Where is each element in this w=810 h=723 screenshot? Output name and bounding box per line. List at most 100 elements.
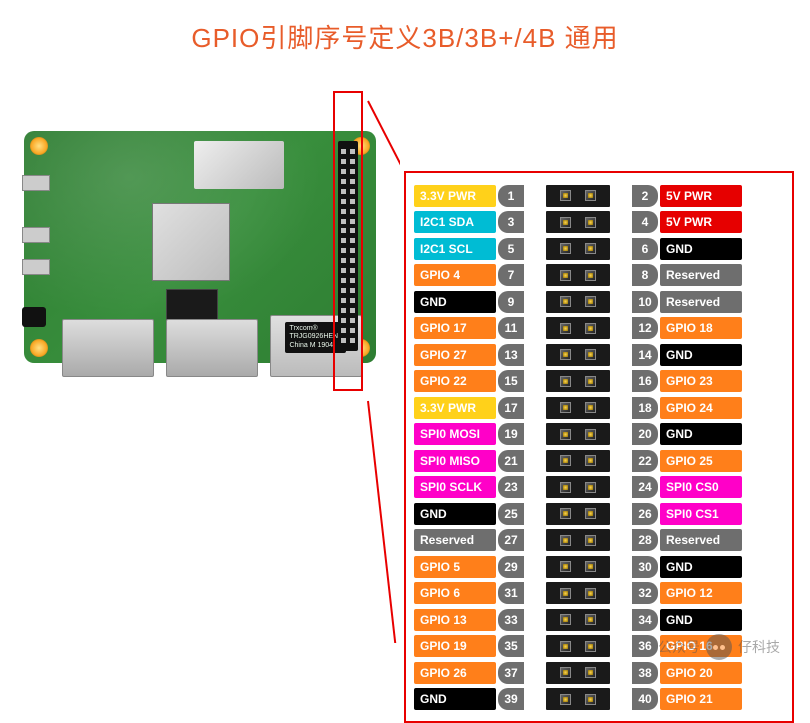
header-strip-pin-icon [341, 278, 346, 283]
pin-row: GPIO 133334GND [414, 607, 784, 632]
header-pin-icon [560, 217, 571, 228]
pin-number-left: 11 [498, 317, 524, 339]
pin-number-right: 4 [632, 211, 658, 233]
header-pin-icon [560, 376, 571, 387]
header-strip-pin-icon [341, 149, 346, 154]
header-strip-row [338, 238, 358, 243]
header-strip-pin-icon [341, 169, 346, 174]
pin-number-right: 26 [632, 503, 658, 525]
pin-row: GND2526SPI0 CS1 [414, 501, 784, 526]
cpu-chip-icon [152, 203, 230, 281]
pin-number-right: 34 [632, 609, 658, 631]
header-pin-pair [546, 450, 610, 472]
header-pin-icon [585, 694, 596, 705]
header-strip-pin-icon [341, 228, 346, 233]
raspberry-pi-board: Trxcom® TRJG0926HENL China M 1904 [24, 131, 376, 363]
header-pin-icon [585, 323, 596, 334]
header-pin-pair [546, 556, 610, 578]
pin-label-left: SPI0 SCLK [414, 476, 496, 498]
micro-hdmi-port-icon [22, 227, 50, 243]
header-strip-pin-icon [350, 199, 355, 204]
pin-label-left: GPIO 5 [414, 556, 496, 578]
header-strip-pin-icon [350, 169, 355, 174]
screw-hole-icon [30, 339, 48, 357]
pin-label-left: 3.3V PWR [414, 397, 496, 419]
header-strip-row [338, 298, 358, 303]
header-pin-pair [546, 344, 610, 366]
header-strip-pin-icon [350, 209, 355, 214]
header-pin-icon [560, 349, 571, 360]
pin-number-left: 1 [498, 185, 524, 207]
pin-label-right: GPIO 12 [660, 582, 742, 604]
usb-c-port-icon [22, 175, 50, 191]
pin-row: GPIO 478Reserved [414, 263, 784, 288]
header-pin-pair [546, 423, 610, 445]
pin-label-right: Reserved [660, 264, 742, 286]
pin-number-right: 20 [632, 423, 658, 445]
pin-label-right: SPI0 CS1 [660, 503, 742, 525]
pin-label-right: GND [660, 344, 742, 366]
header-pin-icon [560, 482, 571, 493]
pin-number-left: 37 [498, 662, 524, 684]
pin-number-right: 10 [632, 291, 658, 313]
gpio-header-strip [338, 141, 358, 351]
header-strip-pin-icon [341, 258, 346, 263]
pin-label-left: GPIO 17 [414, 317, 496, 339]
header-strip-pin-icon [341, 248, 346, 253]
pin-label-right: 5V PWR [660, 185, 742, 207]
trxcom-line: TRJG0926HENL [289, 333, 342, 341]
header-pin-icon [585, 455, 596, 466]
pin-number-left: 29 [498, 556, 524, 578]
pin-number-right: 38 [632, 662, 658, 684]
header-strip-pin-icon [350, 268, 355, 273]
header-pin-pair [546, 662, 610, 684]
header-strip-pin-icon [341, 298, 346, 303]
pin-number-left: 17 [498, 397, 524, 419]
header-pin-icon [585, 217, 596, 228]
header-pin-icon [585, 402, 596, 413]
header-strip-pin-icon [350, 149, 355, 154]
pin-label-left: 3.3V PWR [414, 185, 496, 207]
header-strip-row [338, 258, 358, 263]
header-pin-pair [546, 476, 610, 498]
header-strip-row [338, 338, 358, 343]
header-pin-icon [560, 614, 571, 625]
header-strip-row [338, 199, 358, 204]
pin-label-left: Reserved [414, 529, 496, 551]
pin-number-right: 24 [632, 476, 658, 498]
pin-number-left: 23 [498, 476, 524, 498]
pin-number-left: 7 [498, 264, 524, 286]
header-strip-row [338, 268, 358, 273]
header-strip-pin-icon [341, 268, 346, 273]
header-strip-pin-icon [350, 308, 355, 313]
header-strip-row [338, 209, 358, 214]
pin-number-left: 39 [498, 688, 524, 710]
pin-label-left: I2C1 SDA [414, 211, 496, 233]
pin-row: GPIO 263738GPIO 20 [414, 660, 784, 685]
header-pin-icon [585, 243, 596, 254]
header-strip-pin-icon [350, 298, 355, 303]
pin-row: SPI0 SCLK2324SPI0 CS0 [414, 475, 784, 500]
pin-row: GND3940GPIO 21 [414, 687, 784, 712]
header-strip-pin-icon [350, 258, 355, 263]
pin-row: SPI0 MISO2122GPIO 25 [414, 448, 784, 473]
header-strip-pin-icon [350, 228, 355, 233]
watermark-text: 仔科技 [738, 637, 780, 657]
header-pin-icon [585, 296, 596, 307]
header-pin-icon [585, 588, 596, 599]
pin-label-right: GPIO 24 [660, 397, 742, 419]
header-pin-icon [585, 482, 596, 493]
wechat-icon [706, 634, 732, 660]
header-pin-pair [546, 688, 610, 710]
header-pin-pair [546, 609, 610, 631]
pin-label-right: GPIO 18 [660, 317, 742, 339]
pin-number-left: 35 [498, 635, 524, 657]
audio-jack-icon [22, 307, 46, 327]
ethernet-chip-label: Trxcom® TRJG0926HENL China M 1904 [285, 322, 346, 353]
header-pin-icon [560, 402, 571, 413]
pin-label-right: GPIO 25 [660, 450, 742, 472]
header-pin-icon [560, 588, 571, 599]
pin-row: 3.3V PWR125V PWR [414, 183, 784, 208]
header-pin-icon [560, 296, 571, 307]
pin-number-left: 33 [498, 609, 524, 631]
